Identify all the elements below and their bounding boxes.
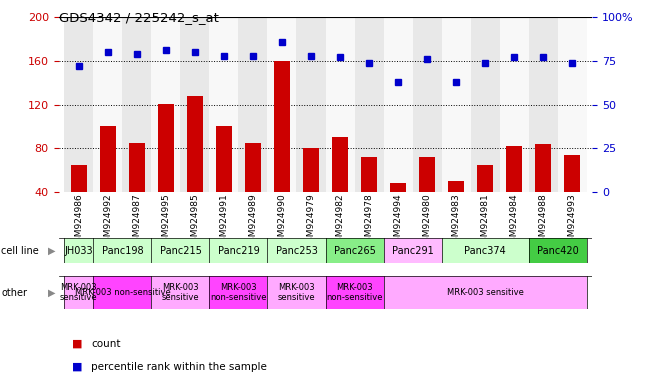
Bar	[100, 126, 116, 236]
Bar	[296, 17, 326, 192]
Bar	[158, 104, 174, 236]
Bar	[268, 276, 326, 309]
Bar	[383, 276, 587, 309]
Text: other: other	[1, 288, 27, 298]
Bar	[216, 126, 232, 236]
Bar	[499, 17, 529, 192]
Bar	[129, 143, 145, 236]
Bar	[268, 17, 296, 192]
Text: Panc291: Panc291	[392, 245, 434, 256]
Bar	[245, 143, 261, 236]
Text: ■: ■	[72, 362, 82, 372]
Bar	[210, 238, 268, 263]
Text: Panc265: Panc265	[333, 245, 376, 256]
Text: Panc198: Panc198	[102, 245, 143, 256]
Bar	[448, 181, 464, 236]
Text: MRK-003 non-sensitive: MRK-003 non-sensitive	[75, 288, 171, 297]
Bar	[122, 17, 152, 192]
Bar	[383, 17, 413, 192]
Bar	[93, 17, 122, 192]
Bar	[558, 17, 587, 192]
Text: MRK-003 sensitive: MRK-003 sensitive	[447, 288, 523, 297]
Bar	[332, 137, 348, 236]
Text: MRK-003
sensitive: MRK-003 sensitive	[278, 283, 315, 303]
Bar	[506, 146, 522, 236]
Bar	[93, 276, 152, 309]
Text: ■: ■	[72, 339, 82, 349]
Bar	[64, 238, 93, 263]
Text: JH033: JH033	[64, 245, 93, 256]
Text: MRK-003
sensitive: MRK-003 sensitive	[161, 283, 199, 303]
Text: MRK-003
non-sensitive: MRK-003 non-sensitive	[210, 283, 267, 303]
Bar	[477, 165, 493, 236]
Bar	[187, 96, 203, 236]
Text: Panc420: Panc420	[536, 245, 579, 256]
Bar	[471, 17, 499, 192]
Text: Panc215: Panc215	[159, 245, 201, 256]
Bar	[535, 144, 551, 236]
Bar	[419, 157, 435, 236]
Text: MRK-003
non-sensitive: MRK-003 non-sensitive	[326, 283, 383, 303]
Bar	[274, 61, 290, 236]
Text: cell line: cell line	[1, 245, 39, 256]
Bar	[326, 238, 383, 263]
Bar	[326, 276, 383, 309]
Bar	[71, 165, 87, 236]
Bar	[210, 17, 238, 192]
Bar	[64, 276, 93, 309]
Bar	[361, 157, 377, 236]
Text: ▶: ▶	[48, 288, 55, 298]
Bar	[210, 276, 268, 309]
Text: GDS4342 / 225242_s_at: GDS4342 / 225242_s_at	[59, 12, 219, 25]
Bar	[180, 17, 210, 192]
Bar	[441, 17, 471, 192]
Bar	[152, 238, 210, 263]
Bar	[390, 183, 406, 236]
Bar	[303, 148, 319, 236]
Bar	[383, 238, 441, 263]
Text: percentile rank within the sample: percentile rank within the sample	[91, 362, 267, 372]
Bar	[529, 238, 587, 263]
Bar	[152, 17, 180, 192]
Bar	[268, 238, 326, 263]
Text: ▶: ▶	[48, 245, 55, 256]
Bar	[238, 17, 268, 192]
Text: Panc219: Panc219	[217, 245, 259, 256]
Bar	[326, 17, 355, 192]
Text: count: count	[91, 339, 120, 349]
Bar	[64, 17, 93, 192]
Bar	[93, 238, 152, 263]
Text: MRK-003
sensitive: MRK-003 sensitive	[60, 283, 98, 303]
Bar	[413, 17, 441, 192]
Bar	[152, 276, 210, 309]
Bar	[355, 17, 383, 192]
Bar	[529, 17, 558, 192]
Text: Panc374: Panc374	[464, 245, 506, 256]
Bar	[564, 155, 580, 236]
Text: Panc253: Panc253	[275, 245, 318, 256]
Bar	[441, 238, 529, 263]
